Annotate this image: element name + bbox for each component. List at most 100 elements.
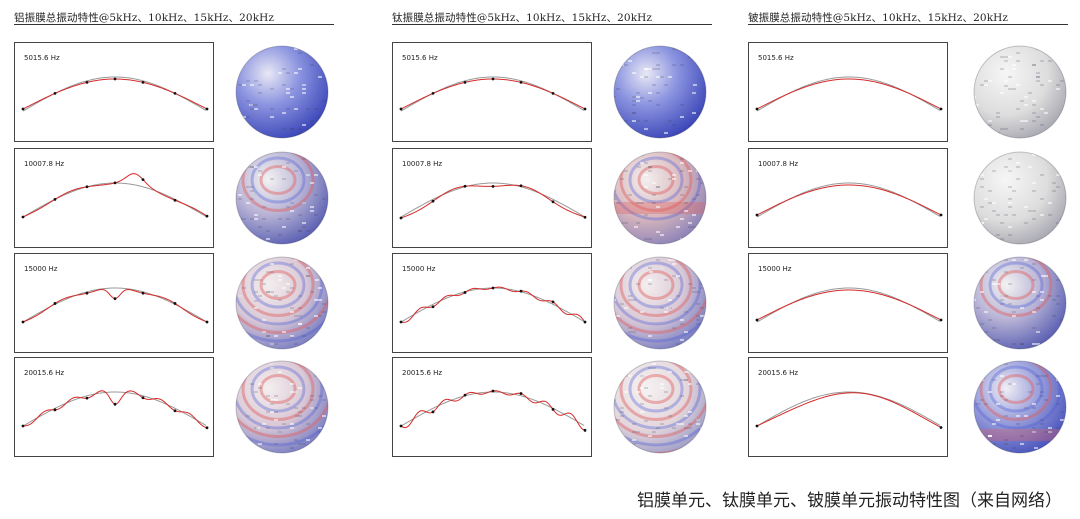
sphere-vibration-map	[234, 359, 330, 455]
node-marker	[53, 302, 57, 305]
node-marker	[85, 80, 89, 84]
profile-plot	[21, 173, 209, 219]
profile-plot	[755, 76, 943, 112]
profile-plot	[21, 287, 209, 324]
node-marker	[491, 389, 495, 393]
node-marker	[463, 291, 467, 294]
node-marker	[939, 107, 943, 111]
column-title: 铝振膜总振动特性@5kHz、10kHz、15kHz、20kHz	[14, 12, 275, 24]
column-aluminum: 铝振膜总振动特性@5kHz、10kHz、15kHz、20kHz 5015.6 H…	[14, 0, 344, 460]
node-marker	[551, 300, 555, 304]
node-marker	[173, 198, 177, 202]
node-marker	[21, 215, 25, 219]
reference-profile	[756, 287, 941, 323]
node-marker	[463, 80, 467, 84]
sphere-vibration-map	[972, 44, 1068, 140]
frequency-label: 20015.6 Hz	[402, 369, 443, 377]
deformed-profile	[22, 390, 207, 428]
mode-shape-panel: 15000 Hz	[748, 253, 948, 353]
reference-profile	[756, 76, 941, 112]
node-marker	[583, 215, 587, 219]
profile-plot	[755, 182, 943, 218]
column-titanium: 钛振膜总振动特性@5kHz、10kHz、15kHz、20kHz 5015.6 H…	[392, 0, 722, 460]
title-rule	[748, 24, 1068, 25]
node-marker	[205, 426, 209, 430]
node-marker	[141, 80, 145, 84]
sphere-vibration-map	[612, 44, 708, 140]
mode-shape-panel: 5015.6 Hz	[392, 42, 592, 142]
node-marker	[431, 305, 435, 309]
node-marker	[85, 396, 89, 400]
node-marker	[583, 320, 587, 324]
deformed-profile	[400, 286, 585, 323]
sphere-vibration-map	[612, 150, 708, 246]
sphere-vibration-map	[234, 150, 330, 246]
deformed-profile	[756, 184, 941, 216]
mode-shape-panel: 5015.6 Hz	[14, 42, 214, 142]
deformed-profile	[756, 289, 941, 321]
node-marker	[205, 107, 209, 111]
profile-plot	[21, 76, 209, 112]
reference-profile	[22, 182, 207, 218]
mode-shape-panel: 20015.6 Hz	[748, 357, 948, 457]
title-rule	[392, 24, 712, 25]
node-marker	[399, 320, 403, 324]
node-marker	[113, 297, 117, 300]
node-marker	[519, 184, 523, 188]
frequency-label: 5015.6 Hz	[24, 54, 60, 62]
sphere-vibration-map	[234, 255, 330, 351]
node-marker	[431, 199, 435, 203]
node-marker	[583, 107, 587, 111]
column-title: 钛振膜总振动特性@5kHz、10kHz、15kHz、20kHz	[392, 12, 653, 24]
node-marker	[755, 107, 759, 111]
node-marker	[113, 77, 117, 81]
frequency-label: 20015.6 Hz	[24, 369, 65, 377]
node-marker	[21, 320, 25, 324]
reference-profile	[22, 76, 207, 112]
column-title: 铍振膜总振动特性@5kHz、10kHz、15kHz、20kHz	[748, 12, 1009, 24]
deformed-profile	[22, 173, 207, 218]
node-marker	[399, 107, 403, 111]
deformed-profile	[22, 289, 207, 323]
node-marker	[491, 184, 495, 188]
frequency-label: 10007.8 Hz	[402, 160, 443, 168]
node-marker	[53, 197, 57, 201]
node-marker	[551, 407, 555, 411]
frequency-label: 15000 Hz	[402, 265, 436, 273]
frequency-label: 5015.6 Hz	[758, 54, 794, 62]
mode-shape-panel: 20015.6 Hz	[392, 357, 592, 457]
reference-profile	[400, 76, 585, 112]
profile-plot	[755, 391, 943, 429]
node-marker	[141, 291, 145, 295]
frequency-label: 15000 Hz	[24, 265, 58, 273]
figure-caption: 铝膜单元、钛膜单元、铍膜单元振动特性图（来自网络）	[637, 491, 1062, 511]
deformed-profile	[756, 392, 941, 428]
sphere-vibration-map	[972, 255, 1068, 351]
node-marker	[21, 107, 25, 111]
reference-profile	[756, 182, 941, 218]
node-marker	[53, 92, 57, 95]
node-marker	[173, 409, 177, 413]
node-marker	[141, 396, 145, 400]
sphere-vibration-map	[972, 150, 1068, 246]
frequency-label: 5015.6 Hz	[402, 54, 438, 62]
reference-profile	[22, 287, 207, 323]
node-marker	[53, 408, 57, 412]
node-marker	[205, 320, 209, 324]
profile-plot	[755, 287, 943, 323]
sphere-vibration-map	[612, 255, 708, 351]
frequency-label: 15000 Hz	[758, 265, 792, 273]
node-marker	[431, 92, 435, 95]
reference-profile	[756, 391, 941, 427]
profile-plot	[399, 76, 587, 112]
sphere-vibration-map	[234, 44, 330, 140]
node-marker	[113, 402, 117, 406]
node-marker	[85, 185, 89, 189]
profile-plot	[399, 182, 587, 220]
node-marker	[491, 286, 495, 290]
node-marker	[431, 410, 435, 414]
node-marker	[551, 200, 555, 204]
frequency-label: 10007.8 Hz	[758, 160, 799, 168]
column-beryllium: 铍振膜总振动特性@5kHz、10kHz、15kHz、20kHz 5015.6 H…	[748, 0, 1078, 460]
node-marker	[399, 216, 403, 220]
